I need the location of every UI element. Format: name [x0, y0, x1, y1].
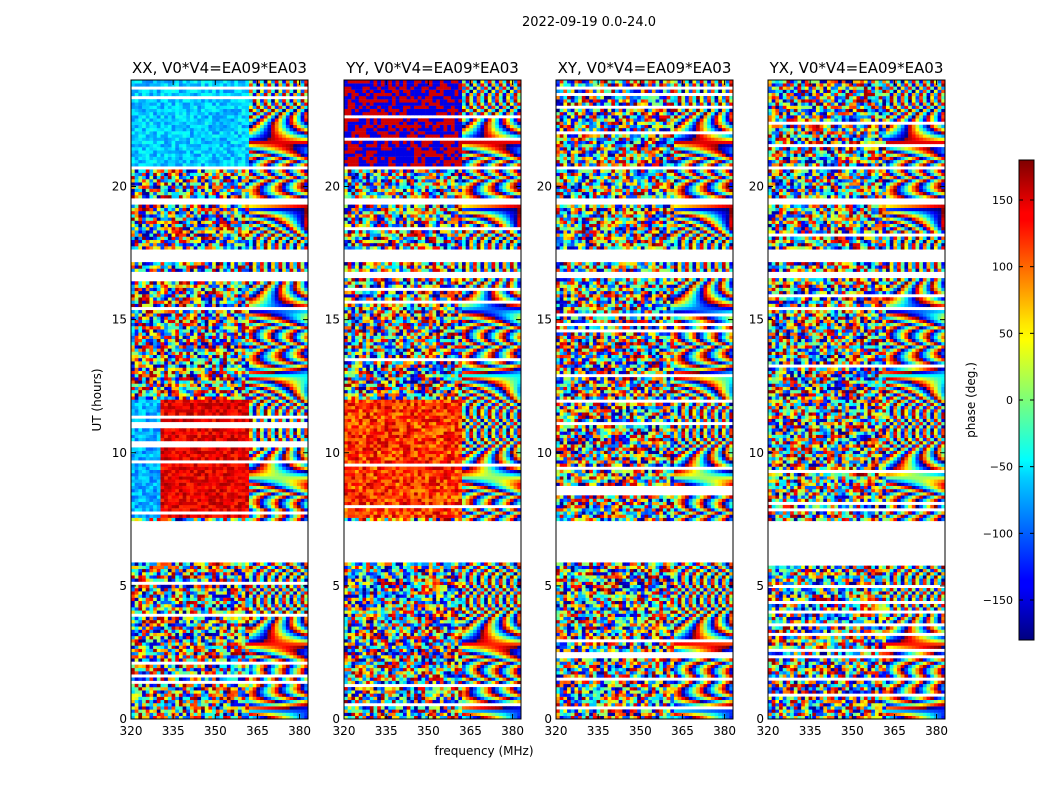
colorbar-tick-label: −50: [990, 461, 1013, 474]
x-tick-label: 365: [671, 724, 694, 738]
panel-yy: YY, V0*V4=EA09*EA03 320 335 350 365 380 0 5 10 15…: [325, 59, 524, 738]
y-tick-label: 15: [749, 313, 764, 327]
y-tick-label: 5: [332, 579, 340, 593]
panel-xx: XX, V0*V4=EA09*EA03 320 335 350 365 380 0 5 10 15…: [112, 59, 311, 738]
x-tick-label: 365: [883, 724, 906, 738]
y-tick-label: 10: [112, 446, 127, 460]
panel-title: YY, V0*V4=EA09*EA03: [345, 59, 519, 77]
figure: 2022-09-19 0.0-24.0 XX, V0*V4=EA09*EA03 3…: [0, 0, 1050, 800]
colorbar-tick-label: 0: [1006, 394, 1013, 407]
x-tick-label: 380: [713, 724, 736, 738]
x-tick-label: 335: [799, 724, 822, 738]
y-tick-label: 0: [756, 712, 764, 726]
colorbar-tick-label: 50: [999, 327, 1013, 340]
y-tick-label: 10: [749, 446, 764, 460]
heatmap-xx: [131, 80, 308, 719]
x-tick-label: 335: [375, 724, 398, 738]
y-tick-label: 20: [749, 180, 764, 194]
panel-xy: XY, V0*V4=EA09*EA03 320 335 350 365 380 0 5 10 15…: [537, 59, 736, 738]
x-tick-label: 380: [501, 724, 524, 738]
x-tick-label: 350: [629, 724, 652, 738]
y-tick-label: 15: [537, 313, 552, 327]
colorbar-tick-label: 150: [992, 194, 1013, 207]
y-tick-label: 5: [119, 579, 127, 593]
heatmap-yx: [768, 80, 945, 719]
x-tick-label: 365: [459, 724, 482, 738]
y-tick-label: 15: [325, 313, 340, 327]
x-tick-label: 365: [246, 724, 269, 738]
y-tick-label: 0: [544, 712, 552, 726]
y-tick-label: 5: [544, 579, 552, 593]
figure-suptitle: 2022-09-19 0.0-24.0: [522, 15, 656, 30]
colorbar: 150 100 50 0 −50 −100 −150 phase (deg.): [964, 160, 1034, 640]
x-tick-label: 320: [545, 724, 568, 738]
x-tick-label: 335: [162, 724, 185, 738]
y-axis-label: UT (hours): [90, 368, 104, 431]
x-tick-label: 320: [333, 724, 356, 738]
colorbar-tick-label: 100: [992, 261, 1013, 274]
x-tick-label: 350: [204, 724, 227, 738]
heatmap-xy: [556, 80, 733, 719]
y-tick-label: 20: [537, 180, 552, 194]
y-tick-label: 0: [332, 712, 340, 726]
y-tick-label: 5: [756, 579, 764, 593]
panel-title: XX, V0*V4=EA09*EA03: [132, 59, 307, 77]
x-tick-label: 350: [417, 724, 440, 738]
x-tick-label: 380: [925, 724, 948, 738]
x-axis-label: frequency (MHz): [434, 744, 533, 758]
y-tick-label: 10: [325, 446, 340, 460]
y-tick-label: 20: [325, 180, 340, 194]
panels: XX, V0*V4=EA09*EA03 320 335 350 365 380 0 5 10 15…: [112, 59, 948, 738]
y-tick-label: 10: [537, 446, 552, 460]
panel-yx: YX, V0*V4=EA09*EA03 320 335 350 365 380 0 5 10 15…: [749, 59, 948, 738]
y-tick-label: 0: [119, 712, 127, 726]
x-tick-label: 350: [841, 724, 864, 738]
x-tick-label: 320: [120, 724, 143, 738]
colorbar-label: phase (deg.): [964, 362, 978, 438]
colorbar-tick-label: −100: [983, 527, 1013, 540]
y-tick-label: 20: [112, 180, 127, 194]
x-tick-label: 320: [757, 724, 780, 738]
heatmap-yy: [344, 80, 521, 719]
panel-title: YX, V0*V4=EA09*EA03: [769, 59, 944, 77]
x-tick-label: 335: [587, 724, 610, 738]
y-tick-label: 15: [112, 313, 127, 327]
panel-title: XY, V0*V4=EA09*EA03: [558, 59, 732, 77]
colorbar-tick-label: −150: [983, 594, 1013, 607]
x-tick-label: 380: [288, 724, 311, 738]
